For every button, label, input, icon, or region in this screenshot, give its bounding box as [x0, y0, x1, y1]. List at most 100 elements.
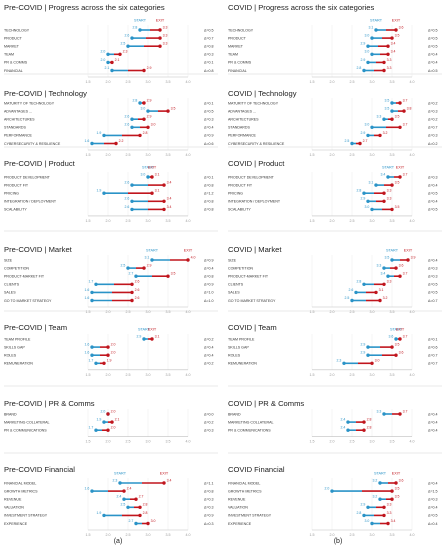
category-label: TEAM [4, 53, 14, 57]
legend-start: START [374, 472, 387, 476]
delta-label: Δ=0.3 [428, 498, 438, 502]
start-point [342, 361, 346, 365]
exit-point [378, 133, 382, 138]
category-label: GO TO MARKET STRATEGY [228, 299, 276, 303]
category-label: MATURITY OF TECHNOLOGY [228, 101, 279, 105]
start-value-label: 2.8 [357, 511, 362, 515]
start-value-label: 3.0 [141, 107, 146, 111]
chart-title: Pre-COVID | Progress across the six cate… [4, 3, 165, 12]
chart-panel: Pre-COVID Financial 1.5 2.0 2.5 3.0 3.5 4.0 STA… [4, 465, 214, 537]
start-value-label: 2.8 [133, 98, 138, 102]
exit-point [166, 109, 170, 113]
exit-point [370, 361, 374, 365]
start-point [110, 68, 114, 73]
start-value-label: 2.9 [361, 42, 366, 46]
x-tick-label: 3.0 [146, 219, 151, 223]
x-tick-label: 3.5 [166, 219, 171, 223]
start-point [138, 101, 142, 105]
start-point [350, 141, 354, 146]
exit-point [398, 101, 402, 105]
exit-point [390, 183, 394, 187]
x-tick-label: 4.0 [186, 80, 191, 84]
x-tick-label: 2.0 [106, 373, 111, 377]
x-tick-label: 4.0 [186, 440, 191, 444]
caption-b: (b) [334, 538, 343, 545]
start-point [134, 274, 138, 278]
start-point [102, 191, 106, 195]
delta-label: Δ=0.5 [204, 109, 214, 113]
start-value-label: 2.8 [357, 280, 362, 284]
start-value-label: 3.0 [365, 205, 370, 209]
exit-value-label: 3.1 [155, 334, 160, 338]
exit-value-label: 3.2 [383, 296, 388, 300]
start-value-label: 2.0 [101, 58, 106, 62]
x-tick-label: 3.5 [390, 373, 395, 377]
category-label: INVESTMENT STRATEGY [4, 514, 48, 518]
category-label: INTEGRATION / DEPLOYMENT [4, 200, 57, 204]
exit-value-label: 4.0 [191, 255, 196, 259]
exit-point [142, 101, 146, 105]
x-tick-label: 2.0 [330, 310, 335, 314]
exit-value-label: 3.5 [395, 205, 400, 209]
delta-label: Δ=0.8 [204, 275, 214, 279]
exit-point [394, 353, 398, 357]
start-point [142, 337, 146, 341]
start-value-label: 1.7 [89, 426, 94, 430]
start-value-label: 3.0 [365, 123, 370, 127]
exit-value-label: 3.7 [403, 409, 408, 413]
legend-exit: EXIT [184, 249, 193, 253]
exit-point [166, 274, 170, 278]
start-value-label: 2.6 [125, 123, 130, 127]
start-point [330, 489, 334, 493]
exit-point [138, 505, 142, 509]
delta-label: Δ=0.6 [428, 345, 438, 349]
legend-start: START [370, 19, 383, 23]
exit-point [390, 489, 394, 493]
exit-point [374, 290, 378, 295]
start-value-label: 3.5 [385, 107, 390, 111]
start-point [366, 353, 370, 357]
chart-title: COVID | Market [228, 245, 282, 254]
exit-value-label: 3.7 [403, 123, 408, 127]
start-value-label: 3.0 [141, 172, 146, 176]
start-value-label: 2.0 [325, 487, 330, 491]
exit-value-label: 3.1 [379, 288, 384, 292]
delta-label: Δ=0.3 [204, 522, 214, 526]
exit-point [398, 337, 402, 341]
delta-label: Δ=0.3 [204, 53, 214, 57]
exit-point [390, 345, 394, 349]
exit-value-label: 3.6 [399, 25, 404, 29]
category-label: MARKETING COLLATERAL [4, 420, 49, 424]
category-label: TECHNOLOGY [228, 28, 254, 32]
delta-label: Δ=0.3 [428, 175, 438, 179]
x-tick-label: 3.5 [166, 373, 171, 377]
exit-value-label: 3.5 [395, 34, 400, 38]
delta-label: Δ=0.4 [428, 200, 438, 204]
delta-label: Δ=0.4 [428, 506, 438, 510]
delta-label: Δ=0.4 [428, 429, 438, 433]
exit-point [386, 44, 390, 48]
category-label: TECHNOLOGY [4, 28, 30, 32]
delta-label: Δ=1.5 [428, 489, 438, 493]
x-tick-label: 2.0 [330, 153, 335, 157]
chart-panel: Pre-COVID | PR & Comms 1.5 2.0 2.5 3.0 3.5 4.0… [4, 399, 214, 444]
category-label: GROWTH METRICS [4, 489, 38, 493]
exit-value-label: 2.6 [135, 288, 140, 292]
x-tick-label: 3.5 [390, 80, 395, 84]
exit-point [146, 521, 150, 526]
delta-label: Δ=0.8 [204, 489, 214, 493]
start-point [90, 353, 94, 357]
legend-exit: EXIT [148, 166, 157, 170]
x-tick-label: 3.0 [370, 310, 375, 314]
exit-value-label: 3.6 [399, 264, 404, 268]
exit-value-label: 3.5 [395, 343, 400, 347]
x-tick-label: 2.0 [330, 219, 335, 223]
exit-value-label: 3.0 [375, 359, 380, 363]
start-value-label: 2.9 [137, 334, 142, 338]
start-point [362, 191, 366, 195]
exit-value-label: 3.9 [411, 255, 416, 259]
start-point [102, 133, 106, 138]
start-value-label: 1.6 [85, 351, 90, 355]
exit-value-label: 3.3 [387, 58, 392, 62]
